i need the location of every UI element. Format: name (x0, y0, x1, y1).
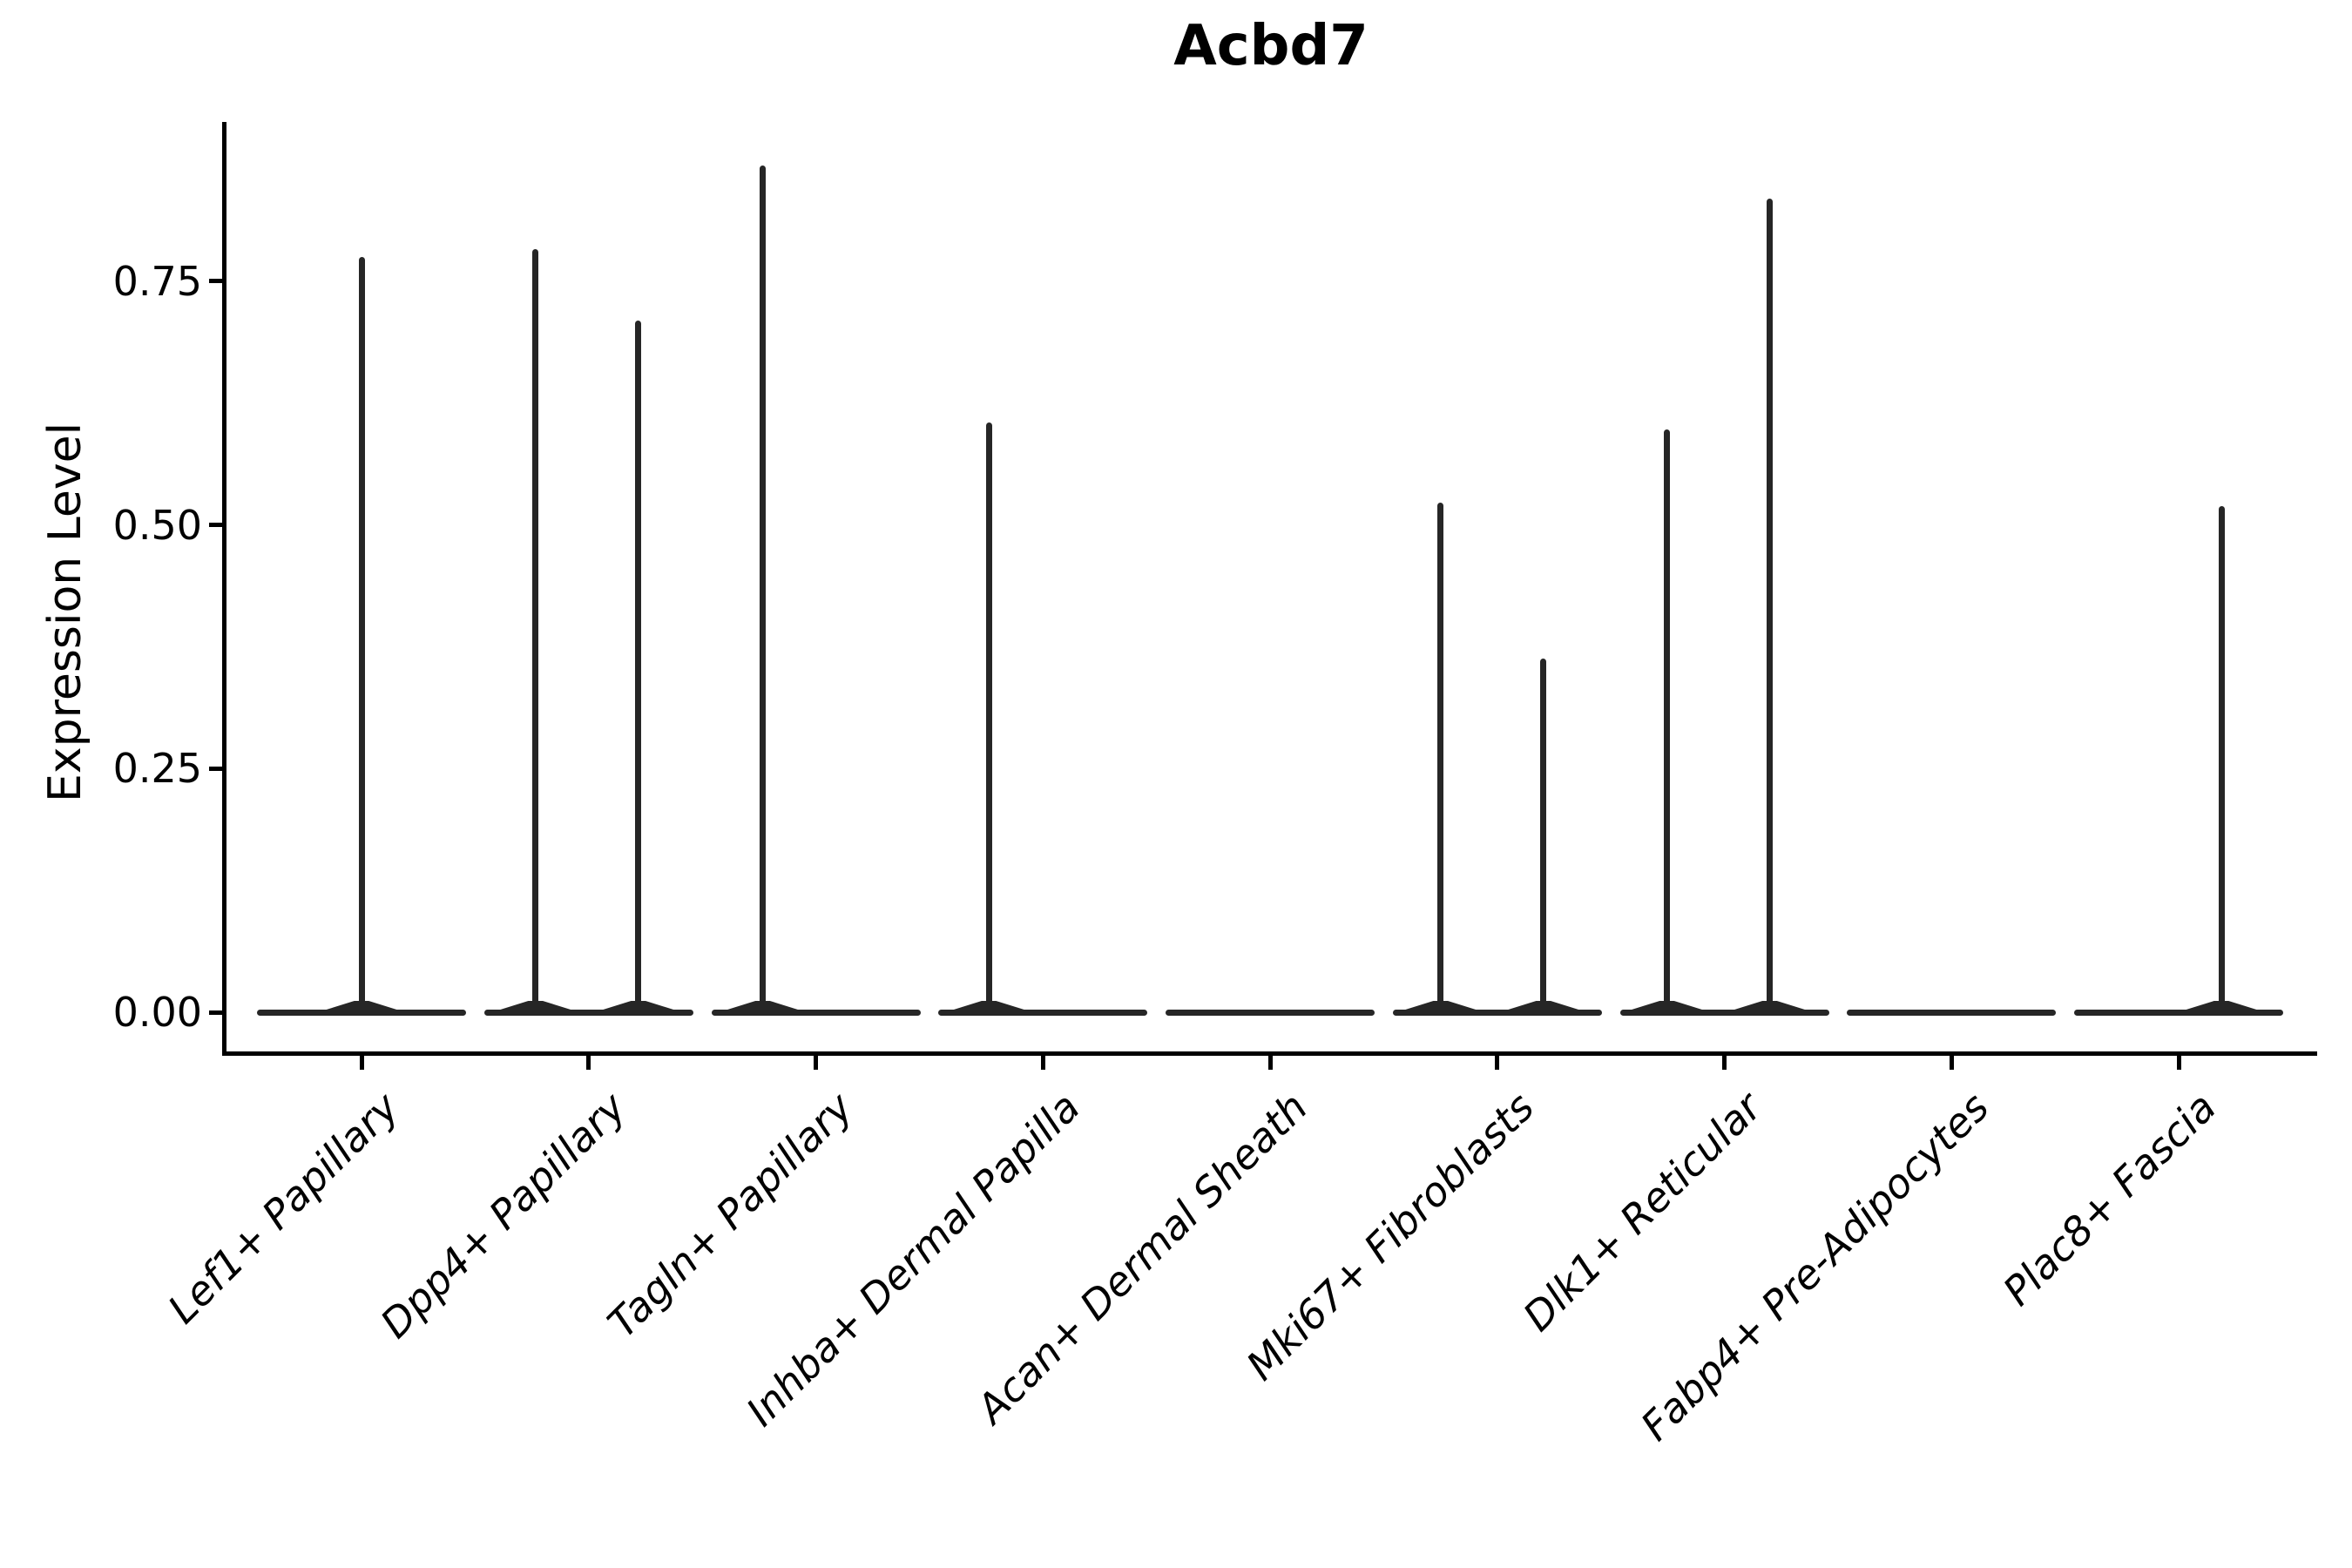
x-tick-mark (1040, 1053, 1045, 1070)
x-tick-label: Tagln+ Papillary (598, 1083, 862, 1348)
chart-title: Acbd7 (1173, 14, 1369, 78)
x-tick-mark (586, 1053, 591, 1070)
x-tick-label: Dpp4+ Papillary (370, 1083, 635, 1348)
violin-base (711, 1009, 921, 1016)
violin-spike (1540, 658, 1547, 1016)
x-tick-mark (2176, 1053, 2181, 1070)
y-tick-mark (209, 279, 223, 284)
violin-spike (985, 422, 992, 1016)
violin-spike (358, 256, 365, 1016)
y-tick-label: 0.50 (112, 501, 202, 549)
x-tick-mark (359, 1053, 364, 1070)
violin-base (1619, 1009, 1829, 1016)
x-tick-label: Lef1+ Papillary (158, 1083, 408, 1333)
y-tick-mark (209, 523, 223, 528)
violin-base (1392, 1009, 1602, 1016)
violin-spike (635, 320, 642, 1016)
violin-spike (760, 165, 766, 1016)
x-tick-label: Plac8+ Fascia (1993, 1083, 2225, 1315)
violin-spike (2218, 506, 2225, 1016)
violin-base (938, 1009, 1148, 1016)
x-tick-mark (814, 1053, 818, 1070)
y-tick-mark (209, 1010, 223, 1015)
violin-base (1847, 1009, 2057, 1016)
violin-spike (1664, 429, 1670, 1016)
violin-base (2074, 1009, 2283, 1016)
y-tick-label: 0.75 (112, 257, 202, 305)
y-tick-label: 0.25 (112, 745, 202, 793)
violin-spike (1437, 502, 1444, 1016)
violin-base (483, 1009, 693, 1016)
x-tick-mark (1495, 1053, 1500, 1070)
x-tick-mark (1267, 1053, 1273, 1070)
x-tick-mark (1949, 1053, 1954, 1070)
violin-spike (1767, 198, 1773, 1016)
y-axis-spine (222, 122, 226, 1056)
x-tick-mark (1722, 1053, 1727, 1070)
y-tick-label: 0.00 (112, 989, 202, 1036)
y-axis-label: Expression Level (39, 422, 91, 803)
y-tick-mark (209, 766, 223, 771)
x-tick-label: Dlk1+ Reticular (1513, 1083, 1771, 1341)
violin-base (1166, 1009, 1375, 1016)
violin-spike (532, 248, 539, 1016)
